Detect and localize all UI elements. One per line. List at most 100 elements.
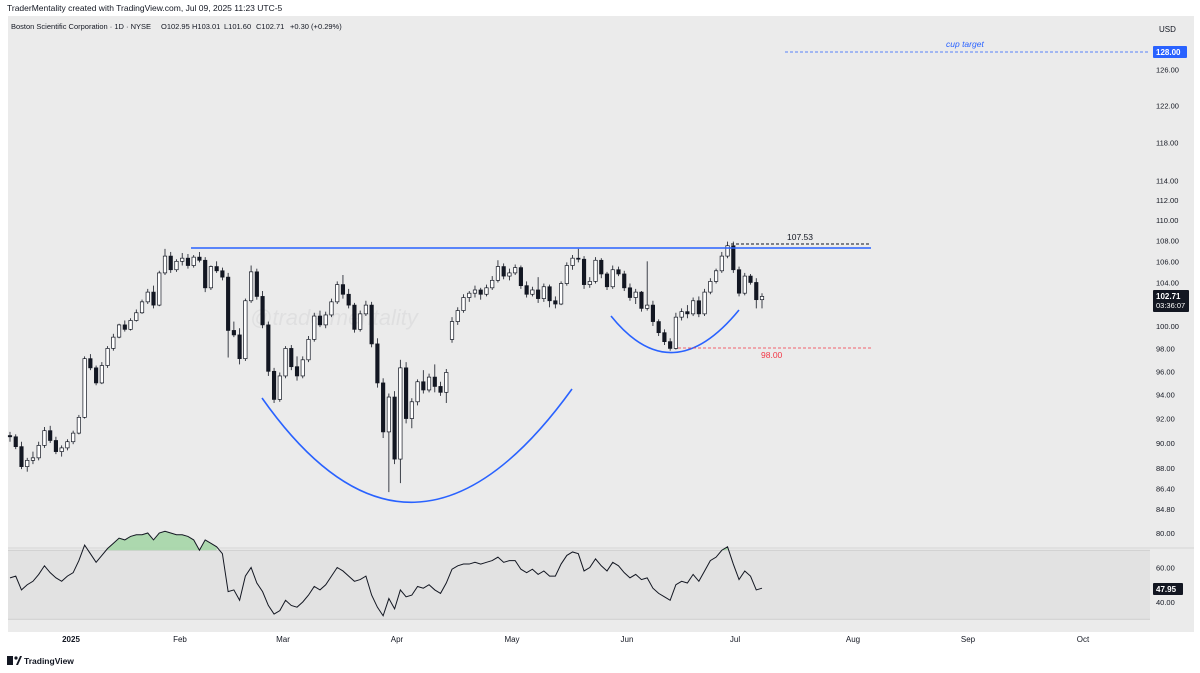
rsi-band (8, 550, 1150, 620)
candle-12 (76, 414, 81, 435)
time-label-0: 2025 (62, 635, 80, 644)
candle-13 (82, 356, 87, 419)
rsi-tick-0: 80.00 (1156, 529, 1175, 538)
time-label-6: Jul (730, 635, 740, 644)
price-tick-8: 106.00 (1156, 257, 1179, 266)
candle-87 (507, 268, 512, 281)
candle-47 (277, 372, 282, 402)
plot-area (8, 16, 1150, 632)
candle-84 (490, 276, 495, 290)
candle-112 (650, 300, 656, 326)
candle-43 (254, 268, 259, 300)
ohlc-low: L101.60 (224, 22, 251, 31)
candle-115 (668, 338, 673, 351)
candle-39 (231, 321, 236, 338)
candle-111 (645, 261, 650, 311)
candle-57 (335, 281, 340, 305)
price-tick-11: 98.00 (1156, 344, 1175, 353)
candle-51 (300, 356, 305, 379)
candle-75 (438, 381, 443, 396)
candle-66 (386, 393, 391, 493)
time-axis-labels: 2025 Feb Mar Apr May Jun Jul Aug Sep Oct (62, 635, 1090, 644)
candle-50 (294, 356, 300, 381)
candle-72 (421, 370, 426, 394)
candle-79 (461, 294, 466, 313)
candle-97 (564, 262, 569, 286)
support-label: 98.00 (761, 350, 783, 360)
time-label-2: Mar (276, 635, 290, 644)
candle-131 (759, 293, 765, 309)
candle-42 (249, 265, 254, 303)
candle-80 (467, 291, 472, 302)
candle-71 (415, 379, 420, 406)
candle-64 (375, 338, 380, 388)
candle-7 (48, 425, 53, 443)
candle-90 (524, 281, 529, 298)
target-price-badge (1153, 46, 1187, 58)
candle-61 (358, 310, 363, 332)
candle-59 (346, 288, 351, 309)
target-label: cup target (946, 39, 984, 49)
price-tick-18: 84.80 (1156, 505, 1175, 514)
candle-85 (495, 260, 501, 283)
candle-95 (553, 296, 558, 309)
candle-11 (71, 430, 76, 445)
candle-99 (576, 248, 581, 263)
candle-44 (260, 291, 265, 329)
rsi-tick-1: 60.00 (1156, 564, 1175, 573)
candle-4 (30, 451, 36, 465)
candle-38 (226, 272, 231, 358)
candle-129 (748, 273, 753, 285)
candle-49 (289, 345, 294, 371)
ohlc-high: H103.01 (192, 22, 220, 31)
candle-2 (19, 441, 24, 470)
candle-98 (570, 255, 575, 270)
time-label-7: Aug (846, 635, 860, 644)
price-axis-ticks: 126.00 122.00 118.00 114.00 112.00 110.00 108.… (1156, 65, 1179, 514)
ohlc-close: C102.71 (256, 22, 284, 31)
candle-86 (501, 263, 506, 280)
candle-3 (25, 457, 30, 472)
candle-100 (581, 256, 587, 289)
candle-94 (547, 284, 552, 308)
ohlc-open: O102.95 (161, 22, 190, 31)
price-tick-14: 92.00 (1156, 415, 1175, 424)
candle-62 (363, 300, 368, 317)
price-tick-4: 114.00 (1156, 177, 1178, 186)
candle-125 (725, 241, 730, 259)
time-label-3: Apr (391, 635, 404, 644)
candle-127 (736, 266, 742, 297)
rsi-value: 47.95 (1156, 585, 1177, 594)
price-axis-panel[interactable] (1150, 16, 1194, 632)
time-label-9: Oct (1077, 635, 1090, 644)
candle-128 (742, 272, 747, 296)
candle-68 (398, 359, 403, 484)
candle-63 (369, 301, 374, 348)
candle-122 (708, 278, 713, 295)
candle-28 (168, 251, 173, 273)
candle-130 (754, 278, 759, 309)
tradingview-logo[interactable]: TradingView (7, 656, 74, 666)
candle-89 (518, 265, 523, 289)
candle-10 (65, 439, 70, 451)
candle-113 (656, 319, 661, 337)
currency-label: USD (1159, 25, 1176, 34)
candle-54 (317, 310, 323, 328)
candle-34 (203, 257, 208, 293)
candle-17 (105, 346, 110, 368)
candle-70 (409, 398, 414, 429)
candle-24 (145, 288, 150, 305)
symbol-line: Boston Scientific Corporation · 1D · NYS… (11, 22, 151, 31)
candle-18 (111, 333, 116, 351)
price-tick-10: 100.00 (1156, 322, 1179, 331)
candle-8 (53, 436, 58, 455)
candle-83 (484, 284, 489, 297)
candle-26 (157, 270, 162, 307)
time-label-8: Sep (961, 635, 976, 644)
candle-120 (696, 296, 701, 318)
candle-78 (455, 307, 460, 325)
candle-107 (622, 270, 627, 292)
candle-40 (237, 328, 242, 365)
rsi-tick-2: 40.00 (1156, 598, 1175, 607)
